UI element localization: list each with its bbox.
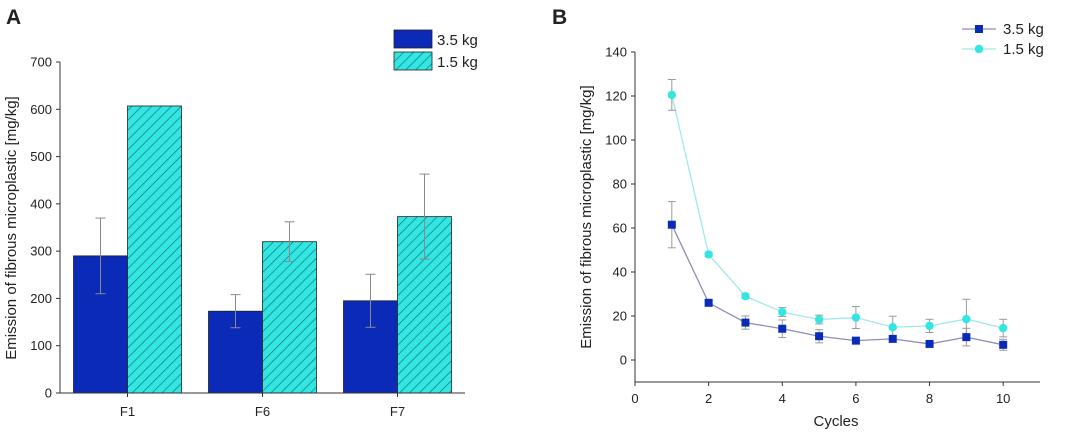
point-1-5-kg-cycle-10: [998, 323, 1008, 333]
point-1-5-kg-cycle-2: [704, 250, 713, 259]
series-3-5-kg: [667, 201, 1008, 351]
bar-f1-1-5-kg: [127, 105, 182, 394]
y-tick-label: 600: [30, 102, 52, 117]
x-tick-label: 8: [926, 391, 933, 406]
y-tick-label: 120: [605, 89, 627, 104]
legend-swatch-1-5-kg: [393, 51, 433, 71]
point-1-5-kg-cycle-4: [778, 307, 787, 317]
point-3-5-kg-cycle-2: [704, 298, 713, 307]
x-tick-label: 6: [852, 391, 859, 406]
series-line-1-5-kg: [671, 94, 1004, 329]
legend-label-3-5-kg: 3.5 kg: [1003, 21, 1044, 38]
y-tick-label: 400: [30, 196, 52, 211]
y-tick-label: 0: [620, 353, 627, 368]
bars: [73, 105, 452, 394]
point-3-5-kg-cycle-9: [962, 333, 971, 342]
y-tick-label: 20: [613, 309, 627, 324]
point-3-5-kg-cycle-7: [888, 334, 897, 343]
y-tick-label: 100: [605, 133, 627, 148]
point-1-5-kg-cycle-5: [814, 315, 824, 324]
axes: [634, 52, 1040, 383]
legend: 3.5 kg 1.5 kg: [393, 29, 478, 71]
bar-f6-1-5-kg: [262, 241, 317, 394]
point-3-5-kg-cycle-4: [778, 324, 787, 333]
y-ticks: 0 100 200 300 400 500 600 700: [30, 55, 60, 401]
x-tick-label: 0: [631, 391, 638, 406]
legend-marker-3-5-kg: [975, 25, 983, 33]
point-1-5-kg-cycle-3: [741, 292, 750, 301]
x-tick-label: 2: [705, 391, 712, 406]
point-1-5-kg-cycle-8: [925, 321, 934, 331]
y-tick-label: 140: [605, 45, 627, 60]
x-tick-label: 4: [779, 391, 786, 406]
y-tick-label: 200: [30, 291, 52, 306]
legend-marker-1-5-kg: [974, 44, 984, 54]
point-3-5-kg-cycle-3: [741, 318, 750, 327]
point-3-5-kg-cycle-8: [925, 339, 934, 348]
x-axis-title: Cycles: [813, 413, 858, 430]
x-tick-label: 10: [996, 391, 1010, 406]
y-tick-label: 700: [30, 55, 52, 70]
y-tick-label: 300: [30, 244, 52, 259]
y-ticks: 0 20 40 60 80 100 120 140: [605, 45, 635, 368]
point-3-5-kg-cycle-5: [815, 332, 824, 341]
legend-label-1-5-kg: 1.5 kg: [1003, 41, 1044, 58]
panel-b-label: B: [552, 6, 567, 29]
y-tick-label: 40: [613, 265, 627, 280]
y-tick-label: 0: [45, 386, 52, 401]
series: [667, 79, 1008, 351]
legend-swatch-3-5-kg: [393, 29, 433, 49]
series-line-3-5-kg: [671, 224, 1004, 346]
x-tick-label-f6: F6: [255, 404, 270, 419]
y-tick-label: 500: [30, 149, 52, 164]
x-tick-label-f7: F7: [390, 404, 405, 419]
panel-a-bar-chart: A 0 100 200 300 400 500 600 700 F1 F6 F7 Emission…: [3, 6, 478, 419]
point-1-5-kg-cycle-9: [962, 314, 971, 324]
point-1-5-kg-cycle-1: [667, 90, 677, 100]
point-3-5-kg-cycle-6: [851, 336, 860, 345]
x-ticks: 0 2 4 6 8 10: [631, 382, 1010, 406]
panel-b-line-chart: B 0 20 40 60 80 100 120 140 0 2 4 6 8 10 Cycles Emis…: [552, 6, 1044, 430]
y-axis-title: Emission of fibrous microplastic [mg/kg]: [578, 85, 595, 348]
point-3-5-kg-cycle-1: [667, 220, 676, 229]
legend-label-3-5-kg: 3.5 kg: [437, 32, 478, 49]
y-tick-label: 60: [613, 221, 627, 236]
point-1-5-kg-cycle-6: [851, 313, 861, 322]
x-tick-label-f1: F1: [120, 404, 135, 419]
y-tick-label: 80: [613, 177, 627, 192]
y-tick-label: 100: [30, 338, 52, 353]
y-axis-title: Emission of fibrous microplastic [mg/kg]: [3, 96, 20, 359]
x-ticks: F1 F6 F7: [120, 393, 405, 419]
point-3-5-kg-cycle-10: [999, 340, 1008, 349]
series-1-5-kg: [667, 79, 1008, 340]
panel-a-label: A: [6, 6, 21, 29]
legend-label-1-5-kg: 1.5 kg: [437, 54, 478, 71]
legend: 3.5 kg 1.5 kg: [962, 21, 1044, 58]
point-1-5-kg-cycle-7: [888, 323, 897, 332]
